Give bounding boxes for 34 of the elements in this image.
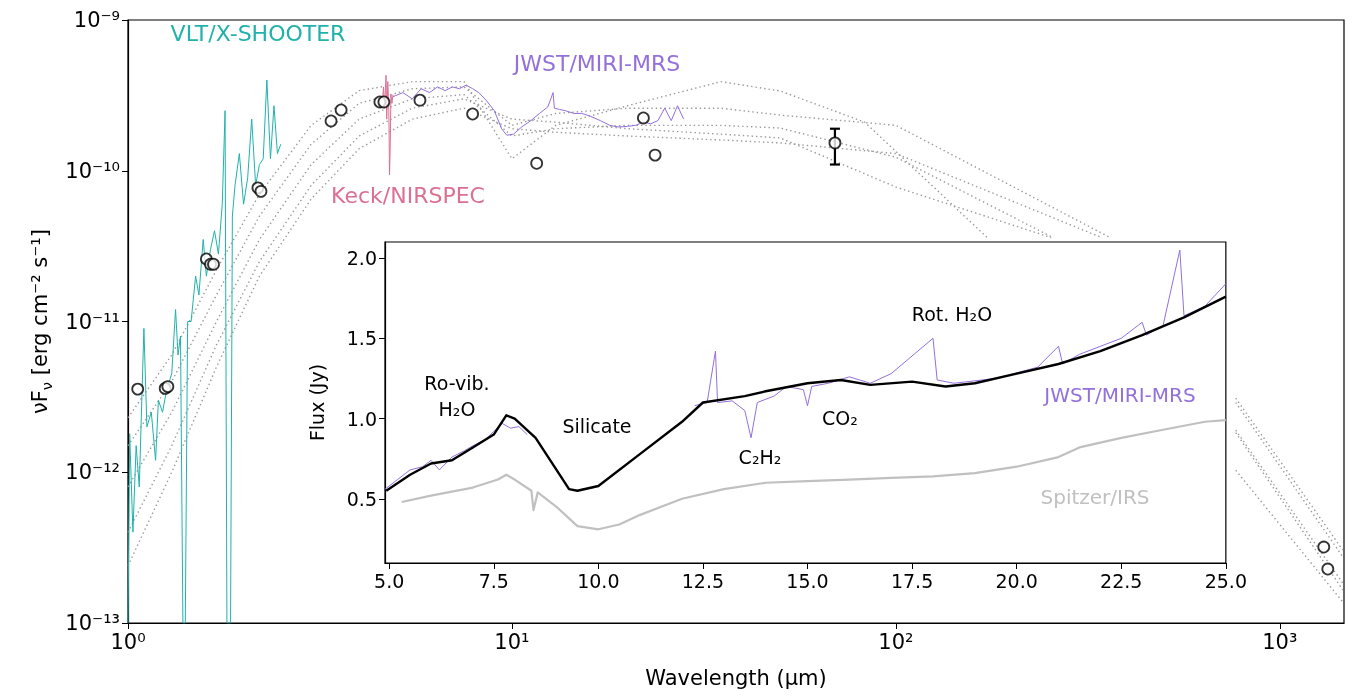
x-tick-label: 15.0 — [786, 569, 829, 592]
text: VLT/X-SHOOTER — [170, 20, 346, 46]
x-tick-label: 10¹ — [494, 629, 530, 654]
annotation: Silicate — [562, 415, 632, 437]
x-tick-label: 17.5 — [890, 569, 934, 592]
series-label: JWST/MIRI-MRS — [1042, 383, 1196, 407]
y-tick-label: 10⁻⁹ — [73, 8, 120, 32]
annotation: Ro-vib. H₂O — [424, 372, 490, 420]
x-tick-label: 5.0 — [374, 569, 405, 592]
x-tick-label: 10² — [878, 629, 914, 654]
y-tick-label: 2.0 — [346, 247, 377, 270]
annotation: Rot. H₂O — [911, 303, 993, 325]
x-axis-title: Wavelength (µm) — [645, 665, 827, 690]
y-axis-title: νFν [erg cm⁻² s⁻¹] — [27, 229, 56, 414]
x-tick-label: 10³ — [1262, 629, 1298, 654]
x-tick-label: 20.0 — [995, 569, 1038, 592]
series-label: JWST/MIRI-MRS — [511, 50, 681, 76]
y-tick-label: 10⁻¹¹ — [65, 309, 120, 334]
y-axis-title: Flux (Jy) — [305, 363, 328, 442]
y-tick-label: 1.0 — [346, 407, 377, 430]
y-tick-label: 10⁻¹² — [65, 460, 120, 485]
annotation: CO₂ — [822, 407, 858, 429]
x-tick-label: 25.0 — [1204, 569, 1247, 592]
series-label: Keck/NIRSPEC — [331, 182, 485, 208]
x-tick-label: 7.5 — [478, 569, 509, 592]
y-tick-label: 10⁻¹⁰ — [65, 158, 120, 183]
y-tick-label: 1.5 — [346, 327, 377, 350]
x-tick-label: 22.5 — [1100, 569, 1143, 592]
x-tick-label: 10.0 — [577, 569, 620, 592]
annotation: C₂H₂ — [738, 446, 782, 468]
x-tick-label: 10⁰ — [110, 629, 146, 654]
x-tick-label: 12.5 — [681, 569, 725, 592]
series-label: Spitzer/IRS — [1040, 485, 1150, 509]
y-tick-label: 0.5 — [346, 487, 377, 510]
